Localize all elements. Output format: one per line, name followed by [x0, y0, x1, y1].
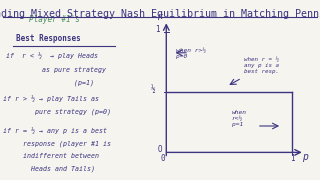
Text: as pure strategy: as pure strategy	[6, 67, 106, 73]
Text: indifferent between: indifferent between	[3, 153, 99, 159]
Text: 1: 1	[290, 154, 294, 163]
Text: when
r<½
p=1: when r<½ p=1	[232, 111, 247, 127]
Text: ½: ½	[151, 85, 156, 94]
Text: response (player #1 is: response (player #1 is	[3, 141, 111, 147]
Text: Best Responses: Best Responses	[16, 34, 81, 43]
Text: O: O	[158, 145, 162, 154]
Text: r: r	[157, 12, 163, 22]
Text: if  r < ½  → play Heads: if r < ½ → play Heads	[6, 52, 99, 59]
Text: if r = ½ → any p is a best: if r = ½ → any p is a best	[3, 127, 107, 134]
Text: 0: 0	[160, 154, 165, 163]
Text: p: p	[302, 152, 308, 162]
Text: (p=1): (p=1)	[6, 80, 94, 86]
Text: when r>½
p=0: when r>½ p=0	[176, 49, 206, 59]
Text: Player #1's: Player #1's	[29, 15, 80, 24]
Text: 1: 1	[155, 25, 160, 34]
Text: when r = ½
any p is a
best resp.: when r = ½ any p is a best resp.	[244, 58, 279, 74]
Text: pure strategy (p=0): pure strategy (p=0)	[3, 108, 111, 115]
Text: Heads and Tails): Heads and Tails)	[3, 166, 95, 172]
Text: Finding Mixed Strategy Nash Equilibrium in Matching Pennies: Finding Mixed Strategy Nash Equilibrium …	[0, 9, 320, 19]
Text: if r > ½ → play Tails as: if r > ½ → play Tails as	[3, 95, 99, 102]
